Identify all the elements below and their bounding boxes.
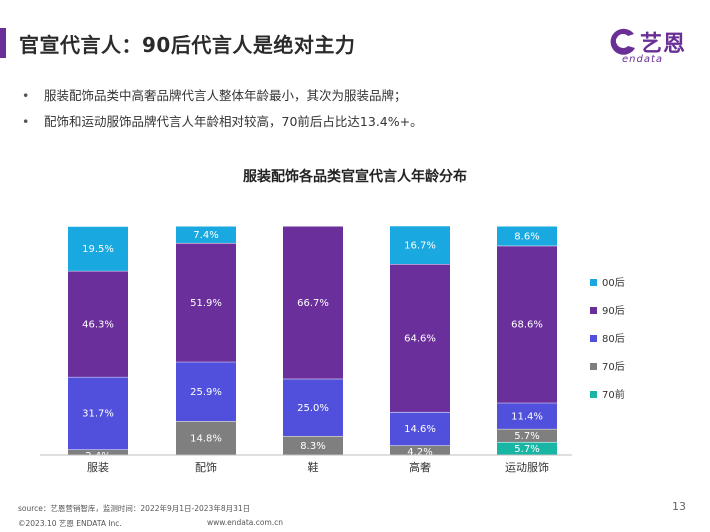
- x-tick-label: 服装: [87, 461, 109, 474]
- bar-segment: [390, 264, 450, 412]
- bar-segment: [390, 411, 450, 446]
- bar-segment: [176, 226, 236, 243]
- legend-swatch: [590, 391, 597, 398]
- data-label: 7.4%: [193, 230, 218, 241]
- data-label: 11.4%: [511, 411, 543, 422]
- bar-segment: [497, 402, 557, 429]
- bar-segment: [497, 245, 557, 403]
- legend-label: 80后: [602, 333, 625, 345]
- bar-segment: [497, 428, 557, 442]
- bar-segment: [390, 445, 450, 455]
- bar-segment: [176, 421, 236, 455]
- data-label: 5.7%: [514, 431, 539, 442]
- data-label: 68.6%: [511, 320, 543, 331]
- footer-source: source：艺恩营销智库，监测时间：2022年9月1日-2023年8月31日: [18, 504, 251, 513]
- data-label: 8.3%: [300, 441, 325, 452]
- page-number: 13: [672, 500, 686, 513]
- title-accent-bar: [0, 28, 6, 58]
- data-label: 5.7%: [514, 444, 539, 455]
- bar-segment: [68, 270, 128, 377]
- legend-swatch: [590, 279, 597, 286]
- bar-segment: [176, 242, 236, 362]
- bar-segment: [497, 441, 557, 455]
- logo-e-icon: [610, 28, 635, 55]
- logo-text-cn: 艺恩: [640, 32, 687, 57]
- data-label: 46.3%: [82, 319, 114, 330]
- x-tick-label: 高奢: [409, 460, 431, 474]
- data-label: 25.0%: [297, 403, 329, 414]
- logo-text-en: endata: [622, 54, 664, 65]
- summary-bullets: 服装配饰品类中高奢品牌代言人整体年龄最小，其次为服装品牌； 配饰和运动服饰品牌代…: [22, 86, 423, 138]
- bar-segment: [68, 226, 128, 271]
- legend-swatch: [590, 363, 597, 370]
- data-label: 16.7%: [404, 240, 436, 251]
- bullet-item: 服装配饰品类中高奢品牌代言人整体年龄最小，其次为服装品牌；: [22, 86, 423, 112]
- data-label: 64.6%: [404, 333, 436, 344]
- chart-title: 服装配饰各品类官宣代言人年龄分布: [243, 169, 467, 185]
- data-label: 14.8%: [190, 434, 222, 445]
- legend-label: 70前: [602, 388, 625, 401]
- data-label: 4.2%: [407, 447, 432, 458]
- x-tick-label: 运动服饰: [505, 460, 549, 474]
- bar-segment: [283, 378, 343, 436]
- bullet-item: 配饰和运动服饰品牌代言人年龄相对较高，70前后占比达13.4%+。: [22, 112, 423, 138]
- endata-logo: 艺恩 endata: [604, 24, 694, 68]
- data-label: 25.9%: [190, 387, 222, 398]
- legend-label: 70后: [602, 361, 625, 373]
- bar-segment: [283, 435, 343, 455]
- page-title: 官宣代言人：90后代言人是绝对主力: [19, 33, 356, 57]
- bar-segment: [390, 225, 450, 265]
- bar-segment: [68, 376, 128, 450]
- data-label: 14.6%: [404, 424, 436, 435]
- footer-copyright: ©2023.10 艺恩 ENDATA Inc.: [18, 519, 122, 528]
- data-label: 51.9%: [190, 298, 222, 309]
- bar-segment: [176, 361, 236, 422]
- x-tick-label: 配饰: [195, 460, 217, 474]
- data-label: 19.5%: [82, 244, 114, 255]
- data-label: 2.4%: [85, 451, 110, 462]
- bar-segment: [68, 449, 128, 455]
- legend-swatch: [590, 335, 597, 342]
- data-label: 31.7%: [82, 409, 114, 420]
- x-tick-label: 鞋: [308, 460, 319, 474]
- bar-segment: [283, 226, 343, 379]
- legend-label: 00后: [602, 277, 625, 289]
- legend-label: 90后: [602, 305, 625, 317]
- bar-segment: [497, 226, 557, 246]
- legend-swatch: [590, 307, 597, 314]
- footer-url: www.endata.com.cn: [207, 518, 284, 527]
- data-label: 8.6%: [514, 231, 539, 242]
- data-label: 66.7%: [297, 298, 329, 309]
